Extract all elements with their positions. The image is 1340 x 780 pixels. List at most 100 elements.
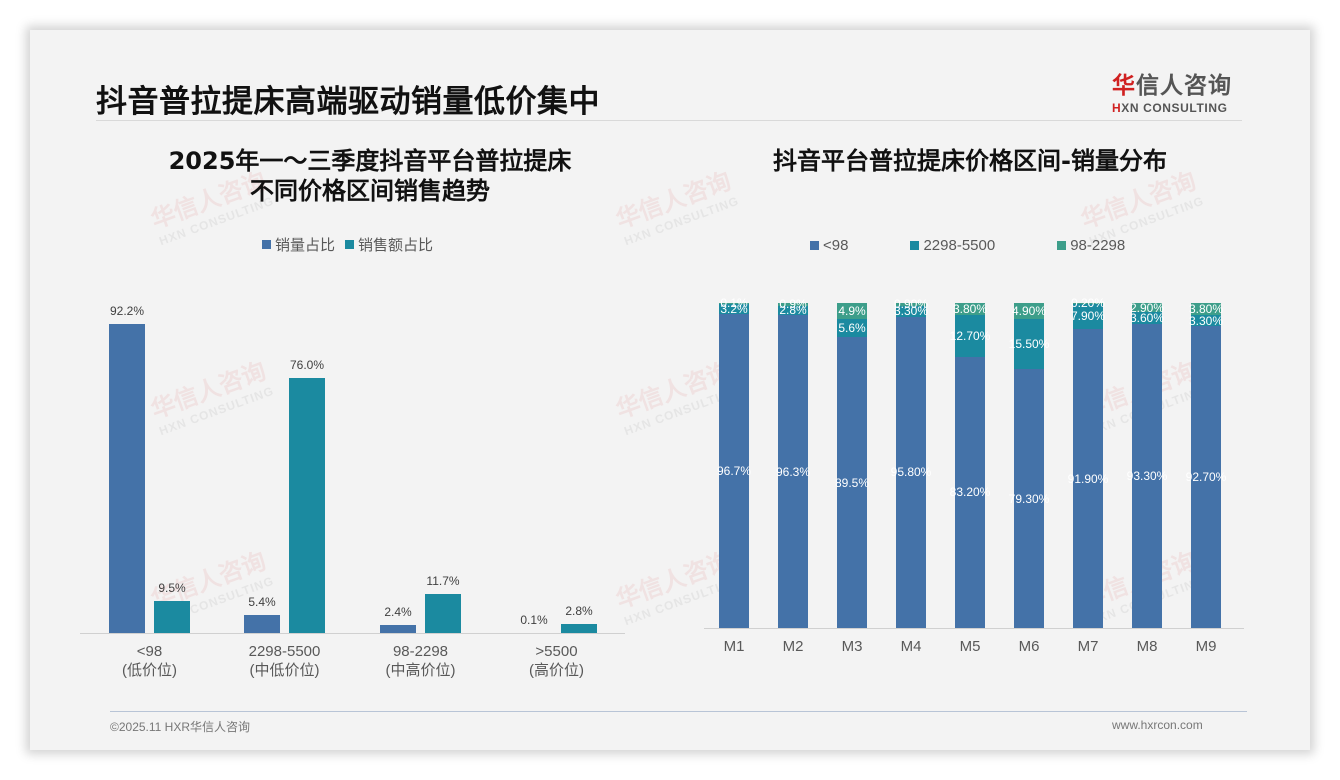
segment-value-label: 0.90% bbox=[893, 297, 929, 312]
segment-value-label: 3.30% bbox=[1188, 313, 1224, 328]
stack-segment bbox=[837, 337, 867, 628]
bar-value-label: 2.8% bbox=[565, 603, 593, 618]
month-label: M6 bbox=[1018, 638, 1040, 655]
segment-value-label: 3.2% bbox=[720, 301, 748, 316]
segment-value-label: 95.80% bbox=[890, 465, 932, 480]
segment-value-label: 2.90% bbox=[1129, 300, 1165, 315]
stack-segment bbox=[1014, 303, 1044, 319]
segment-value-label: 92.70% bbox=[1185, 470, 1227, 485]
legend-swatch-icon bbox=[345, 240, 355, 249]
legend-swatch-icon bbox=[810, 241, 819, 250]
stack-segment bbox=[896, 303, 926, 306]
slide: 抖音普拉提床高端驱动销量低价集中 华信人咨询 HXN CONSULTING 华信… bbox=[30, 30, 1310, 750]
month-label: M5 bbox=[959, 638, 981, 655]
segment-value-label: 2.8% bbox=[779, 303, 807, 318]
bar-value-label: 76.0% bbox=[289, 358, 325, 373]
stack-segment bbox=[896, 305, 926, 317]
legend-item-2298-5500: 2298-5500 bbox=[910, 237, 995, 254]
legend-item-volume-share: 销量占比 bbox=[262, 234, 335, 255]
bar-volume-share bbox=[244, 614, 280, 633]
left-chart-legend: 销量占比 销售额占比 bbox=[262, 234, 433, 255]
category-label: 98-2298 (中高价位) bbox=[385, 643, 456, 679]
segment-value-label: 89.5% bbox=[834, 475, 870, 490]
right-chart-x-axis bbox=[704, 628, 1244, 629]
stack-segment bbox=[1014, 318, 1044, 370]
segment-value-label: 0.9% bbox=[779, 297, 807, 312]
legend-swatch-icon bbox=[910, 241, 920, 250]
segment-value-label: 79.30% bbox=[1008, 491, 1050, 506]
stack-segment bbox=[896, 316, 926, 628]
month-label: M4 bbox=[900, 638, 922, 655]
stack-segment bbox=[1073, 303, 1103, 304]
footer-divider bbox=[110, 711, 1247, 712]
segment-value-label: 5.6% bbox=[838, 321, 866, 336]
month-label: M3 bbox=[841, 638, 863, 655]
logo-chinese: 华信人咨询 bbox=[1112, 73, 1232, 99]
left-chart-title: 2025年一～三季度抖音平台普拉提床 不同价格区间销售趋势 bbox=[168, 147, 572, 205]
stack-segment bbox=[837, 303, 867, 319]
bar-sales-share bbox=[289, 378, 325, 633]
segment-value-label: 83.20% bbox=[949, 485, 991, 500]
stack-segment bbox=[837, 318, 867, 338]
stack-segment bbox=[1073, 329, 1103, 628]
bar-value-label: 0.1% bbox=[520, 612, 548, 627]
segment-value-label: 3.30% bbox=[893, 304, 929, 319]
month-label: M2 bbox=[782, 638, 804, 655]
segment-value-label: 7.90% bbox=[1070, 309, 1106, 324]
company-logo: 华信人咨询 HXN CONSULTING bbox=[1112, 66, 1242, 115]
stack-segment bbox=[1191, 303, 1221, 316]
stack-segment bbox=[1191, 315, 1221, 327]
footer-copyright: ©2025.11 HXR华信人咨询 bbox=[110, 720, 250, 734]
segment-value-label: 12.70% bbox=[949, 329, 991, 344]
legend-item-sales-share: 销售额占比 bbox=[345, 234, 433, 255]
left-chart-x-axis bbox=[80, 633, 625, 634]
title-divider bbox=[96, 120, 1242, 121]
segment-value-label: 93.30% bbox=[1126, 469, 1168, 484]
category-label: <98 (低价位) bbox=[122, 643, 177, 679]
bar-value-label: 5.4% bbox=[248, 594, 276, 609]
bar-sales-share bbox=[425, 593, 461, 633]
right-chart-title: 抖音平台普拉提床价格区间-销量分布 bbox=[773, 147, 1167, 175]
legend-item-98-2298: 98-2298 bbox=[1057, 237, 1125, 254]
month-label: M1 bbox=[723, 638, 745, 655]
segment-value-label: 0.20% bbox=[1070, 296, 1106, 311]
segment-value-label: 0.1% bbox=[720, 296, 748, 311]
month-label: M7 bbox=[1077, 638, 1099, 655]
footer-website: www.hxrcon.com bbox=[1112, 718, 1203, 732]
segment-value-label: 96.3% bbox=[775, 464, 811, 479]
category-label: >5500 (高价位) bbox=[529, 643, 584, 679]
bar-volume-share bbox=[109, 324, 145, 633]
stack-segment bbox=[1132, 312, 1162, 325]
logo-english: HXN CONSULTING bbox=[1112, 101, 1228, 115]
stack-segment bbox=[719, 313, 749, 628]
category-label: 2298-5500 (中低价位) bbox=[248, 643, 321, 679]
stack-segment bbox=[955, 356, 985, 628]
legend-swatch-icon bbox=[1057, 241, 1067, 250]
month-label: M8 bbox=[1136, 638, 1158, 655]
stack-segment bbox=[955, 315, 985, 357]
stack-segment bbox=[719, 303, 749, 314]
segment-value-label: 4.9% bbox=[838, 303, 866, 318]
stack-segment bbox=[778, 303, 808, 306]
bar-sales-share bbox=[561, 623, 597, 633]
stack-segment bbox=[1191, 326, 1221, 628]
stack-segment bbox=[778, 315, 808, 628]
page-title: 抖音普拉提床高端驱动销量低价集中 bbox=[96, 84, 600, 120]
segment-value-label: 15.50% bbox=[1008, 337, 1050, 352]
stack-segment bbox=[1014, 369, 1044, 628]
bar-value-label: 11.7% bbox=[426, 573, 460, 588]
segment-value-label: 3.60% bbox=[1129, 311, 1165, 326]
stack-segment bbox=[1073, 303, 1103, 330]
bar-value-label: 92.2% bbox=[109, 304, 145, 319]
segment-value-label: 91.90% bbox=[1067, 471, 1109, 486]
bar-volume-share bbox=[380, 624, 416, 633]
stack-segment bbox=[1132, 324, 1162, 628]
segment-value-label: 3.80% bbox=[1188, 302, 1224, 317]
legend-swatch-icon bbox=[262, 240, 271, 249]
bar-value-label: 2.4% bbox=[384, 604, 412, 619]
legend-item-lt98: <98 bbox=[810, 237, 848, 254]
bar-sales-share bbox=[154, 601, 190, 633]
segment-value-label: 4.90% bbox=[1011, 303, 1047, 318]
stack-segment bbox=[955, 303, 985, 316]
